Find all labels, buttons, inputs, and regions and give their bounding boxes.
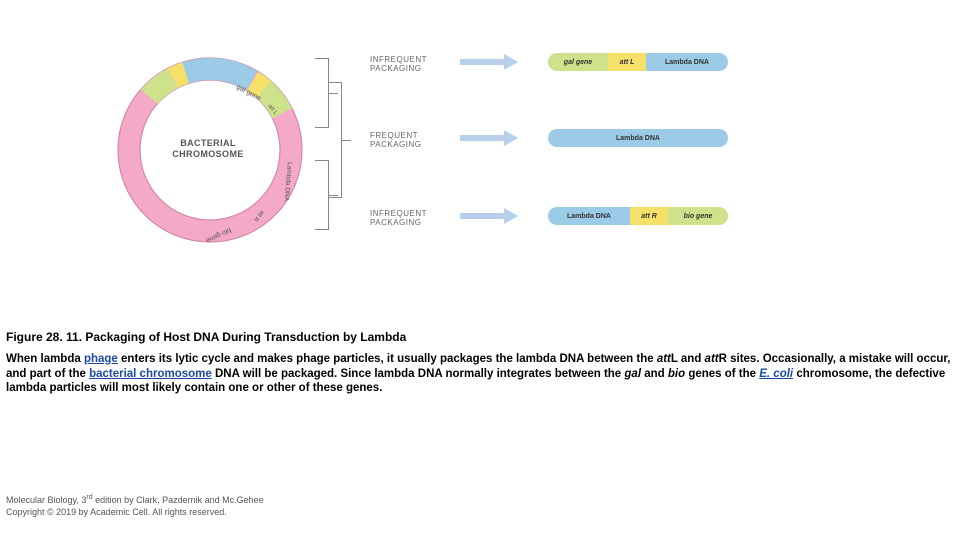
caption-text: bio	[668, 368, 685, 380]
figure-caption: Figure 28. 11. Packaging of Host DNA Dur…	[6, 330, 954, 396]
packaging-label-top: INFREQUENTPACKAGING	[370, 56, 427, 74]
arrow-icon	[460, 130, 520, 146]
caption-text: and	[641, 368, 668, 380]
caption-link[interactable]: E. coli	[759, 368, 793, 380]
caption-link[interactable]: phage	[84, 353, 118, 365]
caption-text: genes of the	[685, 368, 759, 380]
credit-line2: Copyright © 2019 by Academic Cell. All r…	[6, 507, 227, 517]
caption-text: att	[657, 353, 671, 365]
figure-title: Figure 28. 11. Packaging of Host DNA Dur…	[6, 330, 954, 344]
bar-segment: att L	[608, 53, 646, 71]
credit-pre: Molecular Biology, 3	[6, 495, 86, 505]
caption-text: enters its lytic cycle and makes phage p…	[118, 353, 657, 365]
packaging-label-mid: FREQUENTPACKAGING	[370, 132, 421, 150]
caption-link[interactable]: bacterial chromosome	[89, 368, 212, 380]
caption-text: L and	[671, 353, 705, 365]
caption-text: att	[705, 353, 719, 365]
chromosome-center-label: BACTERIAL CHROMOSOME	[158, 138, 258, 160]
bracket-top	[315, 58, 329, 128]
packaging-label-bot: INFREQUENTPACKAGING	[370, 210, 427, 228]
arrow-icon	[460, 208, 520, 224]
credit-post: edition by Clark, Pazdernik and Mc.Gehee	[93, 495, 264, 505]
diagram-area: gal gene att L Lambda DNA att R bio gene…	[110, 20, 850, 280]
bar-segment: Lambda DNA	[646, 53, 728, 71]
chromosome-label-line1: BACTERIAL	[180, 138, 236, 148]
result-bar-mid: Lambda DNA	[548, 129, 728, 147]
bracket-mid	[328, 82, 342, 198]
chromosome-label-line2: CHROMOSOME	[172, 149, 244, 159]
bracket-bot	[315, 160, 329, 230]
caption-text: DNA will be packaged. Since lambda DNA n…	[212, 368, 625, 380]
arrow-icon	[460, 54, 520, 70]
caption-text: gal	[624, 368, 641, 380]
result-bar-bot: Lambda DNAatt Rbio gene	[548, 207, 728, 225]
bar-segment: bio gene	[668, 207, 728, 225]
bar-segment: Lambda DNA	[548, 207, 630, 225]
bacterial-chromosome: gal gene att L Lambda DNA att R bio gene…	[110, 50, 310, 250]
bar-segment: Lambda DNA	[548, 129, 728, 147]
credit-line: Molecular Biology, 3rd edition by Clark,…	[6, 493, 264, 518]
caption-text: When lambda	[6, 353, 84, 365]
bar-segment: gal gene	[548, 53, 608, 71]
result-bar-top: gal geneatt LLambda DNA	[548, 53, 728, 71]
bar-segment: att R	[630, 207, 668, 225]
figure-body: When lambda phage enters its lytic cycle…	[6, 352, 954, 396]
